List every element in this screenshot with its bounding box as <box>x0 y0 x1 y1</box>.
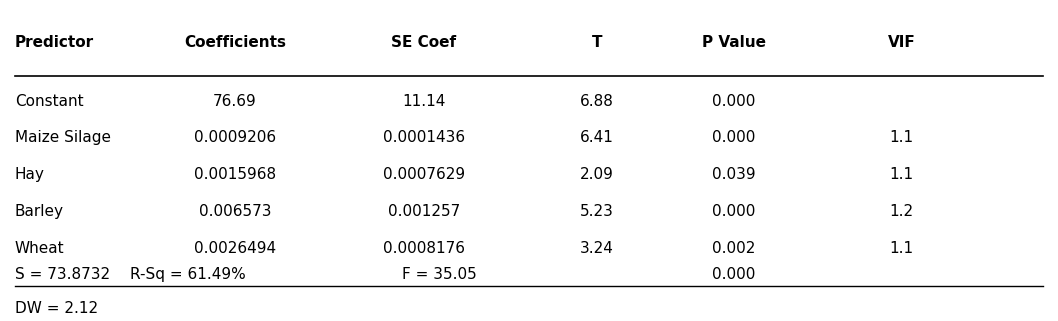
Text: Wheat: Wheat <box>15 241 65 256</box>
Text: 0.0009206: 0.0009206 <box>194 131 276 145</box>
Text: Predictor: Predictor <box>15 35 94 50</box>
Text: Constant: Constant <box>15 94 84 108</box>
Text: 0.006573: 0.006573 <box>199 204 271 219</box>
Text: 0.000: 0.000 <box>712 131 755 145</box>
Text: 0.001257: 0.001257 <box>388 204 460 219</box>
Text: P Value: P Value <box>701 35 766 50</box>
Text: SE Coef: SE Coef <box>391 35 457 50</box>
Text: 0.0008176: 0.0008176 <box>383 241 466 256</box>
Text: 2.09: 2.09 <box>580 168 614 182</box>
Text: 6.41: 6.41 <box>580 131 614 145</box>
Text: 5.23: 5.23 <box>580 204 614 219</box>
Text: 11.14: 11.14 <box>402 94 445 108</box>
Text: 0.0001436: 0.0001436 <box>383 131 466 145</box>
Text: 76.69: 76.69 <box>214 94 257 108</box>
Text: Maize Silage: Maize Silage <box>15 131 111 145</box>
Text: S = 73.8732: S = 73.8732 <box>15 267 110 282</box>
Text: DW = 2.12: DW = 2.12 <box>15 301 97 316</box>
Text: 0.000: 0.000 <box>712 267 755 282</box>
Text: Barley: Barley <box>15 204 63 219</box>
Text: 3.24: 3.24 <box>580 241 614 256</box>
Text: T: T <box>592 35 602 50</box>
Text: 0.000: 0.000 <box>712 204 755 219</box>
Text: R-Sq = 61.49%: R-Sq = 61.49% <box>130 267 245 282</box>
Text: 1.1: 1.1 <box>890 168 914 182</box>
Text: 0.0015968: 0.0015968 <box>194 168 276 182</box>
Text: 0.039: 0.039 <box>712 168 755 182</box>
Text: 0.0026494: 0.0026494 <box>194 241 276 256</box>
Text: F = 35.05: F = 35.05 <box>402 267 477 282</box>
Text: 1.1: 1.1 <box>890 131 914 145</box>
Text: 0.002: 0.002 <box>712 241 755 256</box>
Text: 1.1: 1.1 <box>890 241 914 256</box>
Text: Coefficients: Coefficients <box>184 35 286 50</box>
Text: 0.000: 0.000 <box>712 94 755 108</box>
Text: 6.88: 6.88 <box>580 94 614 108</box>
Text: Hay: Hay <box>15 168 44 182</box>
Text: 0.0007629: 0.0007629 <box>383 168 466 182</box>
Text: 1.2: 1.2 <box>890 204 914 219</box>
Text: VIF: VIF <box>888 35 915 50</box>
